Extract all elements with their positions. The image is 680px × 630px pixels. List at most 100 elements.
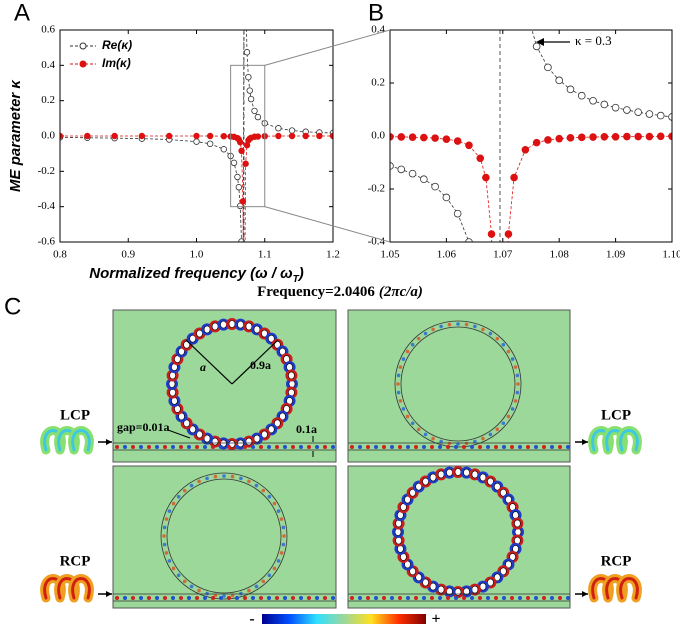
data-point — [453, 209, 462, 218]
y-tick-label: 0.2 — [41, 94, 55, 106]
ring — [160, 472, 288, 600]
field-map — [347, 465, 571, 609]
field-node — [261, 430, 268, 439]
waveguide-field — [267, 445, 271, 449]
field-dot — [272, 566, 277, 571]
legend-label: Im(κ) — [102, 56, 131, 70]
field-node — [211, 322, 219, 331]
waveguide-field — [478, 596, 482, 600]
waveguide-field — [382, 445, 386, 449]
field-dot — [279, 551, 284, 555]
waveguide-field — [446, 445, 450, 449]
lcp-icon — [71, 429, 91, 452]
waveguide-field — [494, 445, 498, 449]
field-node — [463, 468, 470, 477]
field-dot — [247, 479, 251, 484]
waveguide-field — [283, 445, 287, 449]
field-dot — [167, 509, 172, 513]
data-point — [589, 96, 597, 105]
waveguide-field — [179, 445, 183, 449]
field-dot — [447, 322, 452, 327]
field-node — [183, 419, 190, 428]
polarization-label: LCP — [60, 407, 90, 423]
waveguide-field — [550, 445, 554, 449]
data-point — [275, 132, 282, 140]
waveguide-field — [307, 445, 311, 449]
field-node — [429, 582, 437, 591]
field-dot — [267, 494, 272, 499]
field-dot — [213, 593, 218, 598]
waveguide-field — [243, 596, 247, 600]
y-tick-label: -0.6 — [38, 236, 56, 248]
waveguide-field — [139, 596, 143, 600]
waveguide-field — [486, 445, 490, 449]
data-point — [242, 160, 249, 167]
field-dot — [396, 373, 401, 378]
data-point — [397, 165, 406, 174]
field-dot — [272, 501, 277, 506]
data-point — [577, 91, 586, 100]
field-dot — [473, 439, 477, 444]
waveguide-field — [470, 596, 474, 600]
title-unit: (2πc/a) — [379, 284, 423, 300]
field-dot — [239, 591, 243, 596]
waveguide-field — [115, 596, 119, 600]
waveguide-field — [147, 445, 151, 449]
waveguide-field — [123, 445, 127, 449]
data-point — [623, 132, 631, 141]
radius-arrow — [185, 339, 233, 385]
waveguide-field — [526, 596, 530, 600]
field-dot — [261, 579, 266, 584]
data-point — [645, 110, 654, 118]
waveguide-field — [518, 596, 522, 600]
field-node — [267, 334, 275, 343]
waveguide-field — [171, 596, 175, 600]
field-dot — [176, 573, 181, 578]
field-dot — [405, 414, 410, 419]
waveguide-field — [275, 596, 279, 600]
field-node — [454, 588, 462, 596]
field-node — [220, 320, 227, 329]
waveguide-field — [155, 596, 159, 600]
zoom-box — [230, 64, 266, 208]
plot-area — [390, 30, 672, 242]
waveguide-field — [382, 596, 386, 600]
field-dot — [515, 390, 520, 395]
field-dot — [416, 336, 421, 341]
waveguide-field — [526, 445, 530, 449]
field-dot — [197, 588, 201, 593]
panel-label: C — [4, 293, 21, 320]
data-point — [316, 132, 323, 140]
waveguide-field — [123, 596, 127, 600]
data-point — [555, 76, 563, 85]
field-dot — [416, 427, 421, 432]
field-node — [514, 519, 521, 528]
waveguide-field — [366, 596, 370, 600]
field-node — [487, 578, 494, 587]
field-dot — [488, 432, 493, 437]
waveguide-field — [502, 445, 506, 449]
field-dot — [396, 390, 401, 395]
waveguide-field — [558, 596, 562, 600]
x-label-part: T — [293, 274, 300, 285]
data-point — [521, 145, 530, 154]
waveguide-field — [155, 445, 159, 449]
data-point — [288, 127, 296, 134]
waveguide-field — [406, 596, 410, 600]
field-node — [422, 477, 429, 486]
waveguide-field — [267, 596, 271, 600]
field-dot — [431, 327, 435, 332]
waveguide-field — [131, 596, 135, 600]
waveguide-field — [398, 445, 402, 449]
legend-marker — [79, 60, 87, 68]
field-node — [203, 434, 211, 443]
field-node — [178, 347, 185, 356]
data-point — [220, 146, 227, 153]
lcp-icon — [619, 429, 639, 452]
zoom-connector — [264, 29, 391, 66]
field-dot — [189, 483, 194, 488]
rcp-icon — [71, 577, 91, 600]
data-point — [165, 132, 173, 140]
waveguide-field — [179, 596, 183, 600]
series-line — [60, 30, 333, 242]
